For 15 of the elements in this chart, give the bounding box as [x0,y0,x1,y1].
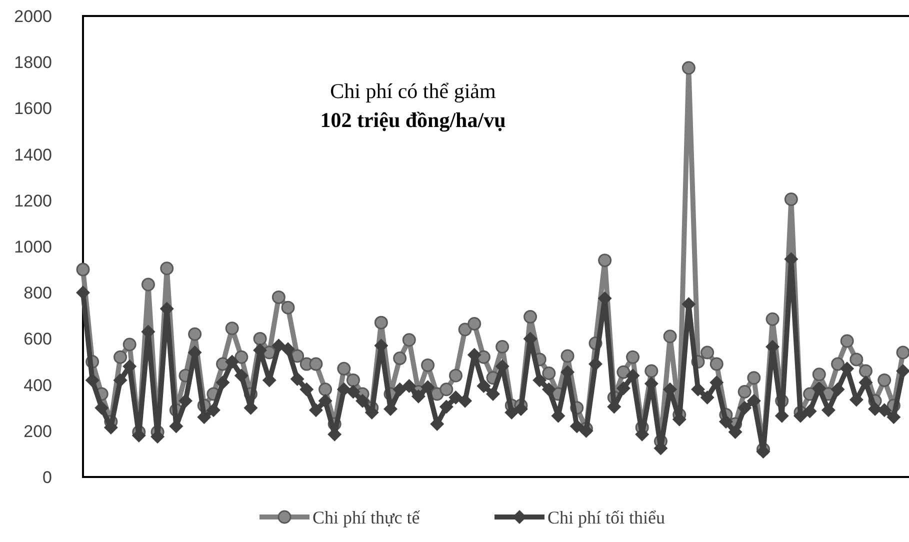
y-tick-label: 200 [24,422,52,441]
y-tick-label: 1200 [14,191,52,210]
y-tick-label: 1600 [14,99,52,118]
y-tick-label: 1800 [14,53,52,72]
annotation: Chi phí có thể giảm [330,79,496,103]
legend-label: Chi phí thực tế [312,507,421,528]
y-tick-label: 1000 [14,237,52,256]
y-tick-label: 2000 [14,6,52,26]
y-tick-label: 0 [42,468,52,487]
legend-label: Chi phí tối thiểu [548,507,666,528]
y-tick-label: 1400 [14,145,52,164]
y-tick-label: 800 [24,284,52,303]
annotation: 102 triệu đồng/ha/vụ [320,108,506,132]
y-tick-label: 600 [24,330,52,349]
y-tick-label: 400 [24,376,52,395]
